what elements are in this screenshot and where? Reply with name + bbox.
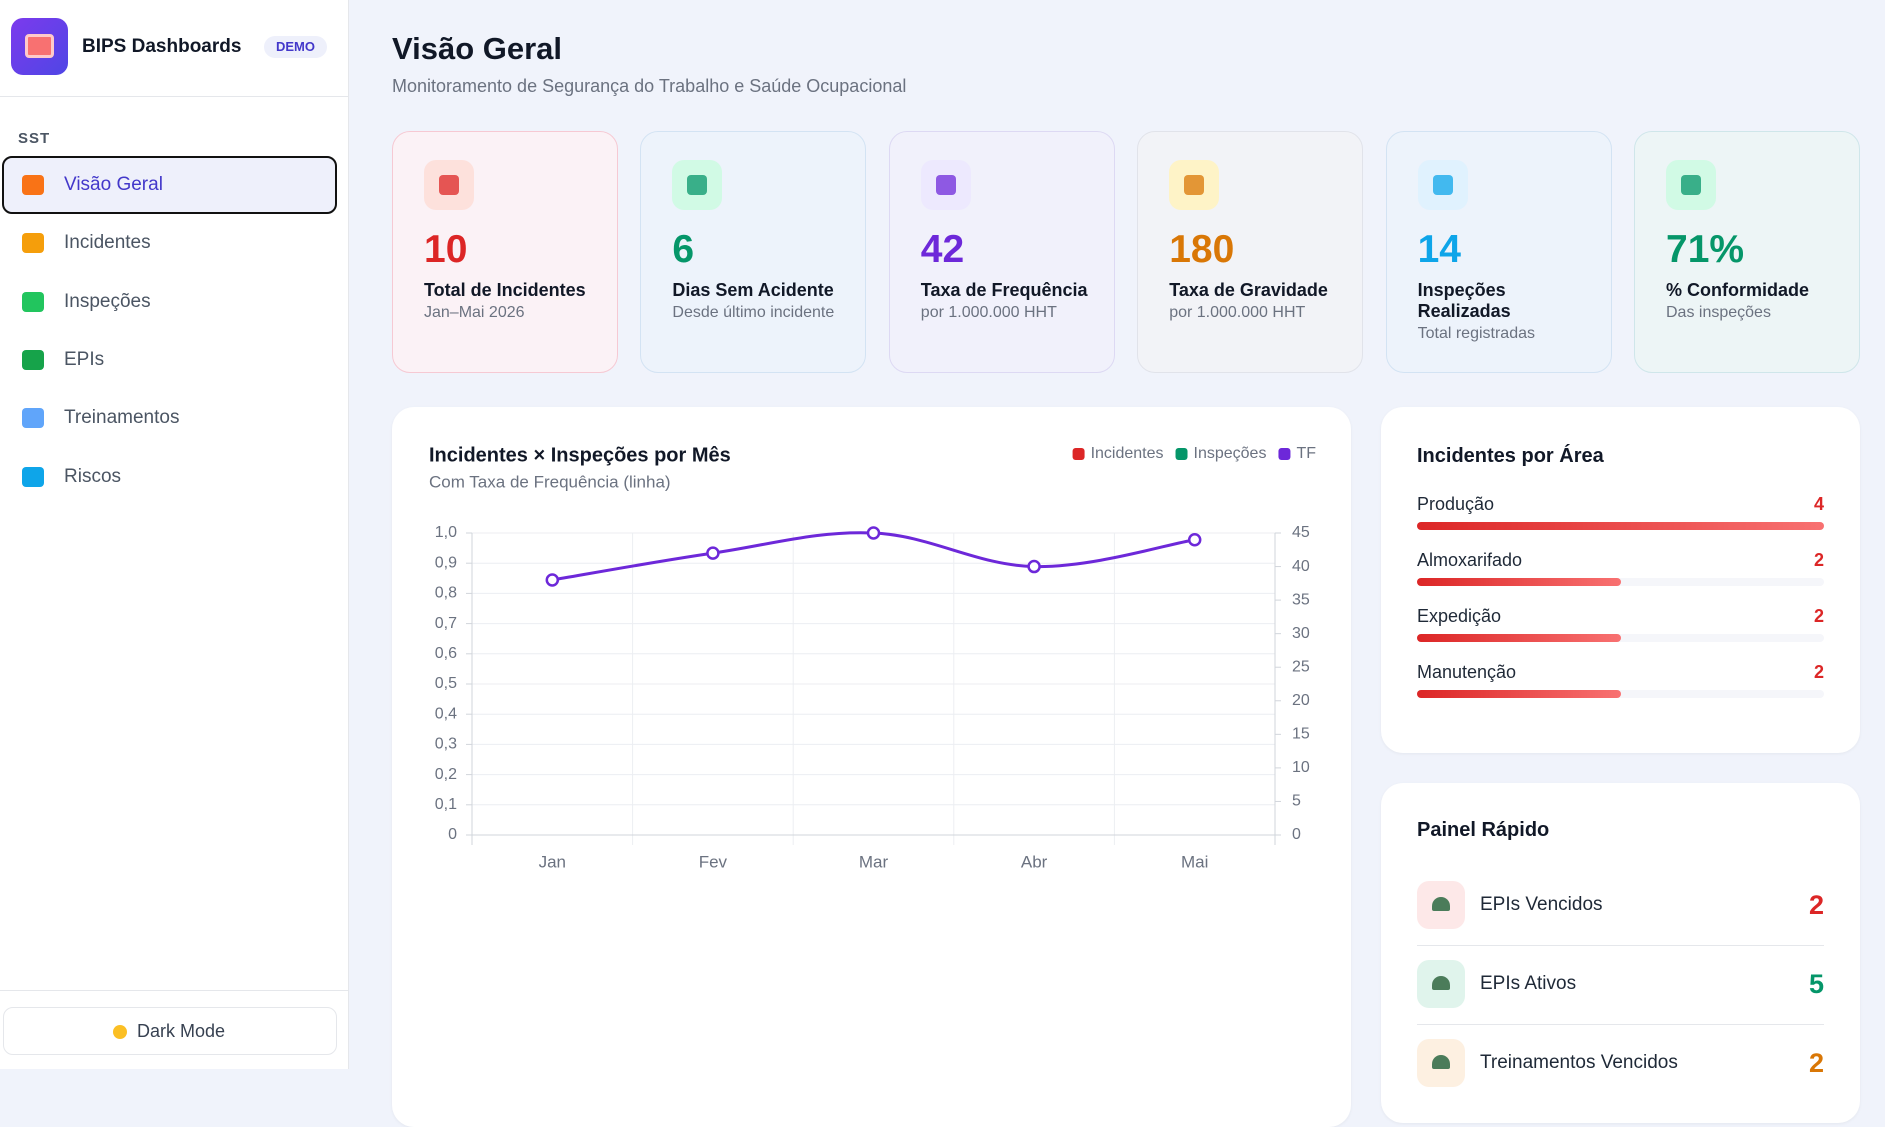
quick-label: EPIs Vencidos bbox=[1480, 894, 1603, 915]
kpi-card: 42 Taxa de Frequência por 1.000.000 HHT bbox=[888, 131, 1115, 373]
kpi-value: 42 bbox=[920, 228, 965, 271]
nav-icon bbox=[22, 233, 44, 254]
brand: BIPS Dashboards bbox=[82, 36, 242, 57]
badge: DEMO bbox=[264, 36, 327, 58]
area-bar bbox=[1417, 634, 1621, 642]
kpi-card: 71% % Conformidade Das inspeções bbox=[1634, 131, 1860, 373]
quick-value: 2 bbox=[1808, 890, 1824, 920]
nav-label[interactable]: Incidentes bbox=[64, 232, 151, 254]
kpi-icon-glyph bbox=[1184, 175, 1205, 195]
kpi-label: % Conformidade bbox=[1666, 280, 1810, 300]
nav-label[interactable]: Inspeções bbox=[64, 290, 151, 312]
kpi-sub: Total registradas bbox=[1417, 325, 1535, 342]
dark-mode-button[interactable] bbox=[3, 1007, 337, 1055]
kpi-icon-glyph bbox=[687, 175, 708, 195]
nav-item[interactable] bbox=[2, 214, 337, 272]
nav-icon bbox=[22, 408, 44, 429]
area-track bbox=[1417, 690, 1824, 698]
nav-item[interactable] bbox=[2, 331, 337, 389]
quick-value: 5 bbox=[1808, 969, 1824, 999]
kpi-sub: Desde último incidente bbox=[672, 304, 835, 321]
area-name: Manutenção bbox=[1417, 662, 1517, 682]
quick-value: 2 bbox=[1808, 1048, 1824, 1078]
kpi-label: Taxa de Gravidade bbox=[1169, 280, 1328, 300]
kpi-icon bbox=[1169, 160, 1220, 210]
quick-title: Painel Rápido bbox=[1417, 819, 1550, 841]
kpi-value: 6 bbox=[672, 228, 695, 271]
quick-divider bbox=[1417, 945, 1824, 946]
area-track bbox=[1417, 578, 1824, 586]
page-subtitle: Monitoramento de Segurança do Trabalho e… bbox=[392, 76, 907, 96]
quick-icon-glyph bbox=[1432, 897, 1450, 911]
area-bar bbox=[1417, 690, 1621, 698]
kpi-label: Taxa de Frequência bbox=[920, 280, 1088, 300]
kpi-icon bbox=[672, 160, 723, 210]
main: BIPS Dashboards DEMO SST Visão Geral Inciden… bbox=[0, 18, 1860, 1127]
nav-item[interactable] bbox=[2, 273, 337, 331]
area-track bbox=[1417, 634, 1824, 642]
kpi-sub: Das inspeções bbox=[1666, 304, 1771, 321]
kpi-value: 14 bbox=[1417, 228, 1461, 271]
nav-label[interactable]: Visão Geral bbox=[64, 174, 163, 195]
divider bbox=[0, 990, 349, 991]
kpi-icon-glyph bbox=[935, 175, 956, 195]
nav-label[interactable]: Treinamentos bbox=[64, 407, 180, 429]
nav-item[interactable] bbox=[2, 156, 337, 214]
nav-icon bbox=[22, 349, 44, 370]
area-value: 2 bbox=[1813, 606, 1824, 626]
kpi-card: 14 Inspeções Realizadas Total registradas bbox=[1385, 131, 1612, 373]
area-bar bbox=[1417, 522, 1824, 530]
quick-label: EPIs Ativos bbox=[1480, 973, 1577, 994]
area-value: 2 bbox=[1813, 550, 1824, 570]
kpi-sub: por 1.000.000 HHT bbox=[920, 304, 1057, 321]
divider bbox=[0, 96, 349, 97]
kpi-value: 71% bbox=[1666, 228, 1745, 271]
nav-icon bbox=[22, 466, 44, 487]
nav-icon bbox=[22, 175, 44, 195]
kpi-value: 180 bbox=[1169, 228, 1235, 271]
nav-item[interactable] bbox=[2, 448, 337, 506]
page-title: Visão Geral bbox=[392, 31, 563, 66]
area-title: Incidentes por Área bbox=[1417, 445, 1604, 467]
kpi-card: 10 Total de Incidentes Jan–Mai 2026 bbox=[392, 131, 618, 373]
area-name: Almoxarifado bbox=[1417, 550, 1523, 570]
kpi-value: 10 bbox=[424, 228, 468, 271]
kpi-icon-glyph bbox=[1432, 175, 1453, 195]
quick-icon-glyph bbox=[1432, 1055, 1450, 1069]
kpi-icon bbox=[920, 160, 971, 210]
nav-label[interactable]: Riscos bbox=[64, 465, 122, 487]
area-bar bbox=[1417, 578, 1621, 586]
kpi-icon-glyph bbox=[439, 175, 459, 195]
kpi-card: 180 Taxa de Gravidade por 1.000.000 HHT bbox=[1137, 131, 1364, 373]
area-value: 2 bbox=[1813, 662, 1824, 682]
kpi-sub: Jan–Mai 2026 bbox=[424, 304, 525, 321]
logo-mark bbox=[25, 34, 54, 58]
chart-card bbox=[392, 407, 1351, 1127]
nav-label[interactable]: EPIs bbox=[64, 348, 105, 370]
kpi-label: Dias Sem Acidente bbox=[672, 280, 834, 300]
kpi-icon bbox=[1666, 160, 1716, 210]
kpi-label: Total de Incidentes bbox=[424, 280, 586, 300]
section-label: SST bbox=[18, 130, 51, 147]
kpi-card: 6 Dias Sem Acidente Desde último incidente bbox=[640, 131, 867, 373]
kpi-label: Inspeções Realizadas bbox=[1417, 280, 1511, 321]
kpi-sub: por 1.000.000 HHT bbox=[1169, 304, 1306, 321]
quick-label: Treinamentos Vencidos bbox=[1480, 1052, 1678, 1073]
dark-mode-label[interactable]: Dark Mode bbox=[136, 1021, 226, 1041]
quick-icon-glyph bbox=[1432, 976, 1450, 990]
quick-divider bbox=[1417, 1024, 1824, 1025]
nav-icon bbox=[22, 291, 44, 312]
area-value: 4 bbox=[1813, 494, 1824, 514]
area-name: Produção bbox=[1417, 494, 1495, 514]
kpi-icon bbox=[1417, 160, 1468, 210]
moon-icon bbox=[113, 1025, 127, 1039]
kpi-icon bbox=[424, 160, 474, 210]
kpi-icon-glyph bbox=[1681, 175, 1701, 195]
area-name: Expedição bbox=[1417, 606, 1502, 626]
